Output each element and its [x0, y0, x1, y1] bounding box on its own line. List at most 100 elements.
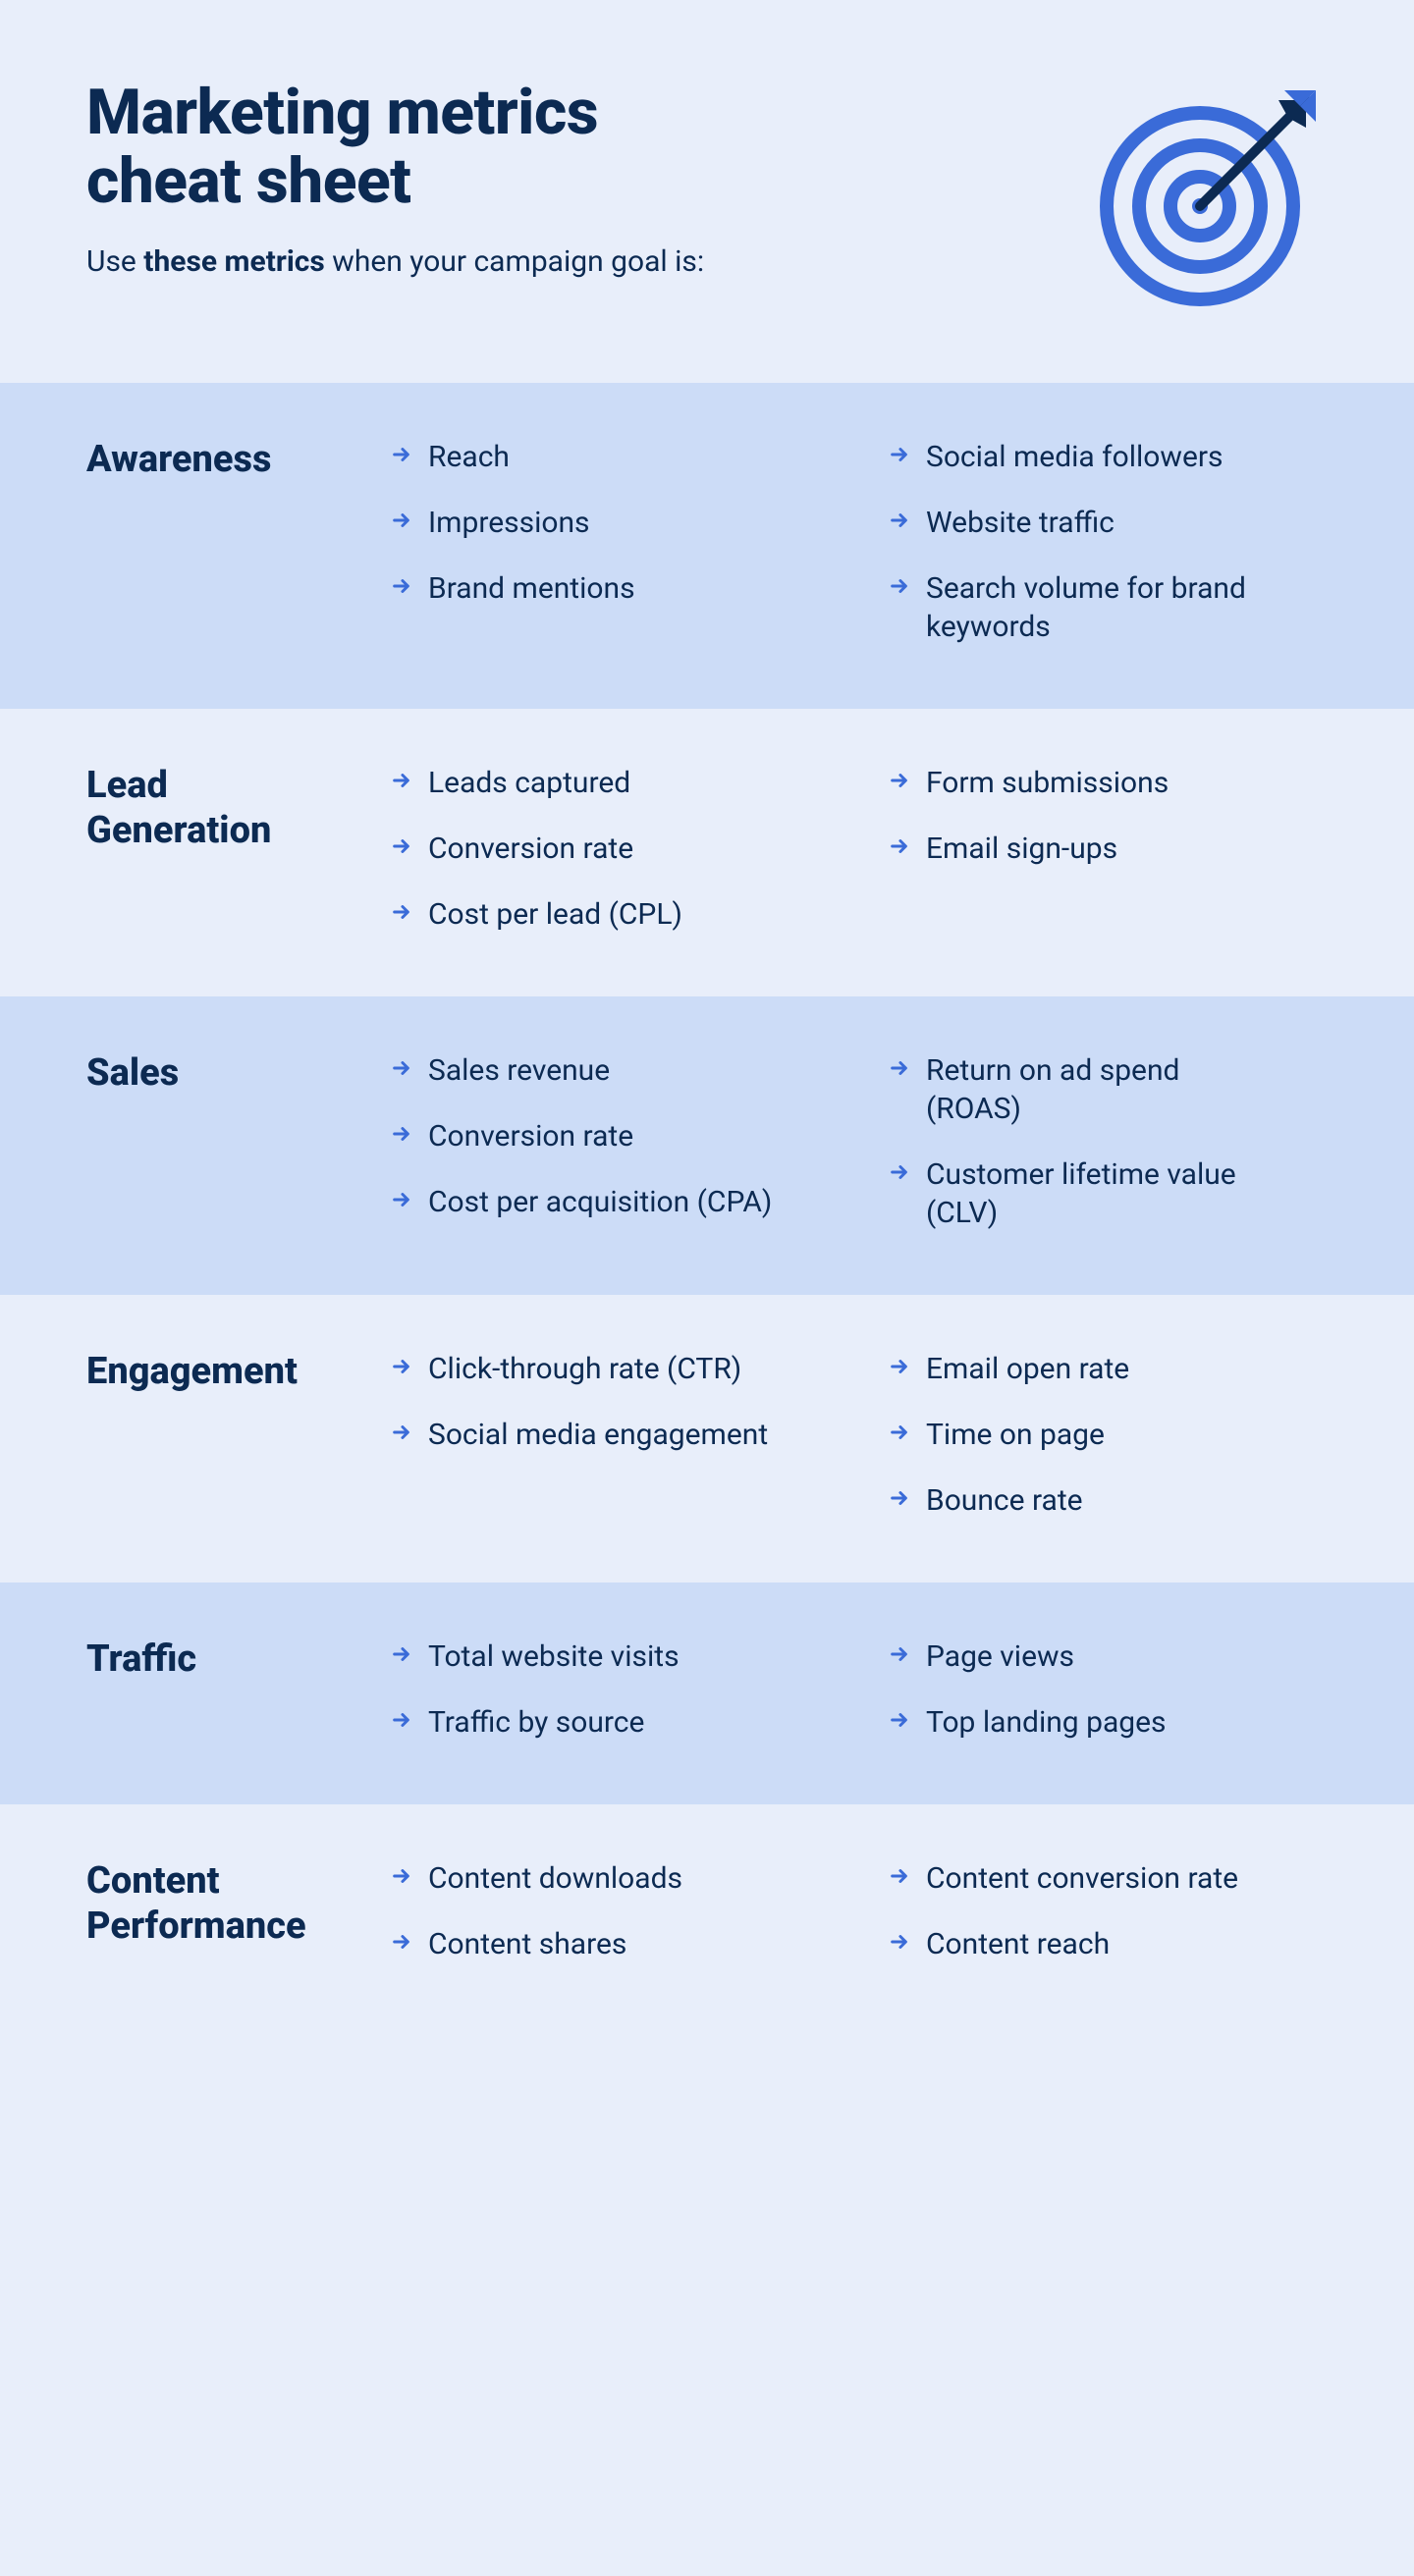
section: Awareness Reach Impressions Brand mentio…: [0, 383, 1414, 709]
metric-text: Bounce rate: [926, 1481, 1083, 1520]
metric-item: Conversion rate: [391, 830, 830, 868]
metric-item: Form submissions: [889, 764, 1328, 802]
metric-item: Content downloads: [391, 1859, 830, 1898]
arrow-icon: [391, 1123, 412, 1145]
subtitle-pre: Use: [86, 244, 143, 279]
category-line-2: Generation: [86, 809, 271, 852]
metric-item: Time on page: [889, 1416, 1328, 1454]
arrow-icon: [391, 1931, 412, 1953]
page-title: Marketing metrics cheat sheet: [86, 79, 704, 217]
arrow-icon: [391, 1057, 412, 1079]
category-label: LeadGeneration: [86, 764, 391, 853]
columns: Sales revenue Conversion rate Cost per a…: [391, 1051, 1328, 1232]
category-label: ContentPerformance: [86, 1859, 391, 1949]
arrow-icon: [889, 835, 910, 857]
column: Return on ad spend (ROAS) Customer lifet…: [889, 1051, 1328, 1232]
arrow-icon: [889, 1422, 910, 1443]
metric-text: Content conversion rate: [926, 1859, 1238, 1898]
sections-container: Awareness Reach Impressions Brand mentio…: [0, 383, 1414, 2026]
columns: Leads captured Conversion rate Cost per …: [391, 764, 1328, 934]
arrow-icon: [889, 1709, 910, 1731]
metric-text: Top landing pages: [926, 1703, 1167, 1742]
arrow-icon: [391, 1189, 412, 1210]
metric-text: Cost per lead (CPL): [428, 895, 682, 934]
metric-text: Total website visits: [428, 1637, 680, 1676]
metric-text: Email open rate: [926, 1350, 1129, 1388]
category-label: Engagement: [86, 1350, 391, 1395]
metric-text: Reach: [428, 438, 510, 476]
metric-item: Bounce rate: [889, 1481, 1328, 1520]
title-line-1: Marketing metrics: [86, 76, 598, 149]
title-block: Marketing metrics cheat sheet Use these …: [86, 79, 704, 279]
column: Email open rate Time on page Bounce rate: [889, 1350, 1328, 1520]
metric-text: Time on page: [926, 1416, 1105, 1454]
metric-item: Leads captured: [391, 764, 830, 802]
arrow-icon: [889, 1487, 910, 1509]
arrow-icon: [889, 444, 910, 465]
arrow-icon: [391, 1643, 412, 1665]
subtitle-bold: these metrics: [143, 244, 325, 279]
arrow-icon: [391, 1356, 412, 1377]
column: Click-through rate (CTR) Social media en…: [391, 1350, 830, 1520]
metric-item: Search volume for brand keywords: [889, 569, 1328, 646]
metric-text: Sales revenue: [428, 1051, 610, 1090]
metric-item: Website traffic: [889, 504, 1328, 542]
metric-text: Impressions: [428, 504, 590, 542]
metric-text: Website traffic: [926, 504, 1115, 542]
arrow-icon: [391, 1422, 412, 1443]
metric-text: Content reach: [926, 1925, 1110, 1963]
subtitle: Use these metrics when your campaign goa…: [86, 244, 704, 279]
metric-item: Total website visits: [391, 1637, 830, 1676]
category-label: Sales: [86, 1051, 391, 1097]
arrow-icon: [391, 901, 412, 923]
column: Reach Impressions Brand mentions: [391, 438, 830, 646]
section: ContentPerformance Content downloads Con…: [0, 1804, 1414, 2026]
metric-text: Page views: [926, 1637, 1074, 1676]
metric-item: Click-through rate (CTR): [391, 1350, 830, 1388]
metric-item: Social media followers: [889, 438, 1328, 476]
arrow-icon: [889, 510, 910, 531]
metric-item: Content reach: [889, 1925, 1328, 1963]
target-icon: [1092, 79, 1328, 314]
category-line-1: Content: [86, 1859, 220, 1903]
arrow-icon: [889, 1643, 910, 1665]
column: Social media followers Website traffic S…: [889, 438, 1328, 646]
metric-text: Content downloads: [428, 1859, 682, 1898]
metric-item: Customer lifetime value (CLV): [889, 1155, 1328, 1232]
column: Content downloads Content shares: [391, 1859, 830, 1963]
metric-item: Top landing pages: [889, 1703, 1328, 1742]
arrow-icon: [889, 1865, 910, 1887]
metric-item: Email sign-ups: [889, 830, 1328, 868]
arrow-icon: [391, 510, 412, 531]
arrow-icon: [391, 770, 412, 791]
metric-item: Cost per acquisition (CPA): [391, 1183, 830, 1221]
section: Traffic Total website visits Traffic by …: [0, 1583, 1414, 1804]
category-label: Traffic: [86, 1637, 391, 1683]
category-line-2: Performance: [86, 1905, 306, 1948]
arrow-icon: [391, 835, 412, 857]
column: Content conversion rate Content reach: [889, 1859, 1328, 1963]
metric-text: Leads captured: [428, 764, 630, 802]
arrow-icon: [391, 1865, 412, 1887]
arrow-icon: [889, 1057, 910, 1079]
columns: Reach Impressions Brand mentions Social …: [391, 438, 1328, 646]
column: Page views Top landing pages: [889, 1637, 1328, 1742]
metric-text: Brand mentions: [428, 569, 635, 608]
column: Sales revenue Conversion rate Cost per a…: [391, 1051, 830, 1232]
subtitle-post: when your campaign goal is:: [325, 244, 704, 279]
metric-text: Cost per acquisition (CPA): [428, 1183, 772, 1221]
arrow-icon: [889, 1161, 910, 1183]
metric-text: Email sign-ups: [926, 830, 1117, 868]
metric-item: Traffic by source: [391, 1703, 830, 1742]
column: Form submissions Email sign-ups: [889, 764, 1328, 934]
section: Engagement Click-through rate (CTR) Soci…: [0, 1295, 1414, 1583]
metric-item: Reach: [391, 438, 830, 476]
arrow-icon: [391, 1709, 412, 1731]
arrow-icon: [889, 575, 910, 597]
metric-item: Email open rate: [889, 1350, 1328, 1388]
metric-text: Traffic by source: [428, 1703, 644, 1742]
metric-text: Social media followers: [926, 438, 1224, 476]
metric-item: Impressions: [391, 504, 830, 542]
arrow-icon: [391, 444, 412, 465]
section: Sales Sales revenue Conversion rate Cost…: [0, 996, 1414, 1295]
